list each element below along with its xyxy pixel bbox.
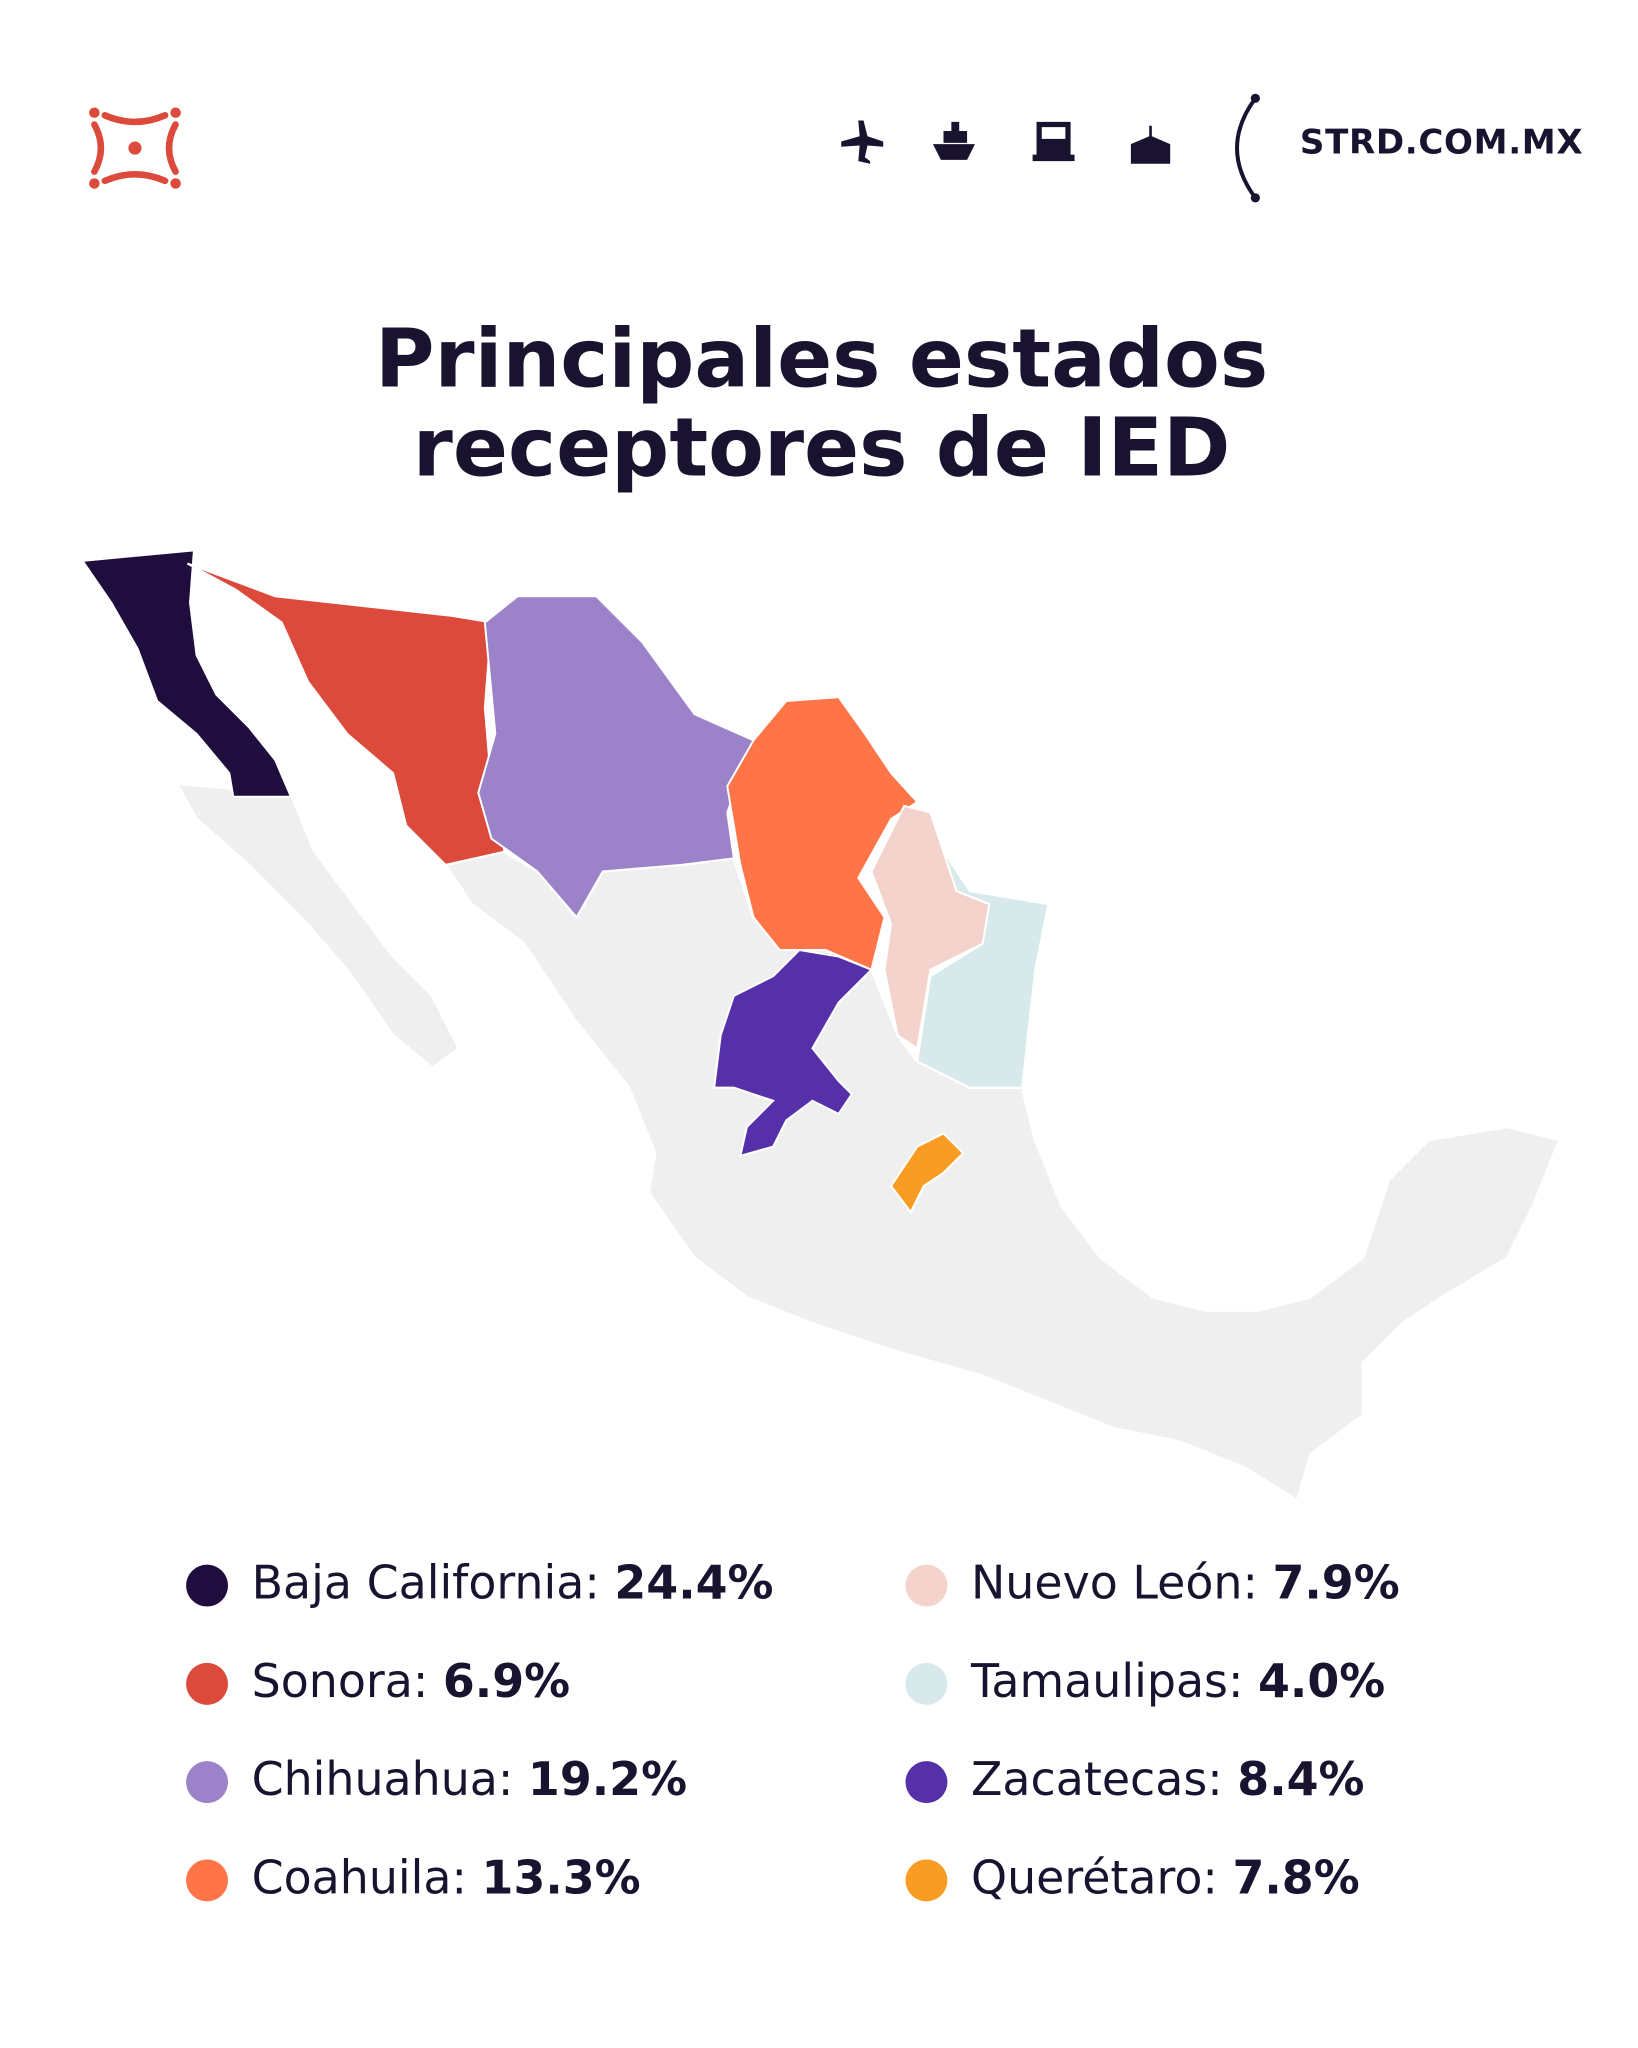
legend-space [467, 1850, 482, 1904]
highlighted-states [80, 549, 1050, 1214]
state-region [889, 1132, 965, 1214]
legend-space [600, 1555, 615, 1609]
legend-space [1258, 1555, 1273, 1609]
logo-dot [89, 178, 100, 189]
legend-value: 6.9% [443, 1653, 570, 1707]
legend-label: Querétaro: 7.8% [971, 1850, 1360, 1904]
legend-label: Coahuila: 13.3% [252, 1850, 641, 1904]
legend-swatch [905, 1564, 948, 1607]
legend-swatch [186, 1761, 229, 1804]
canvas: STRD.COM.MX Principales estados receptor… [80, 93, 1583, 1904]
legend-value: 24.4% [614, 1555, 773, 1609]
logo-dot [89, 107, 100, 118]
truck-window [1041, 127, 1066, 139]
legend-label: Chihuahua: 19.2% [252, 1752, 687, 1806]
legend-space [513, 1752, 528, 1806]
legend-label: Zacatecas: 8.4% [971, 1752, 1364, 1806]
bracket [1235, 97, 1257, 200]
legend-value: 7.9% [1272, 1555, 1399, 1609]
legend-swatch [186, 1564, 229, 1607]
legend-space [1223, 1752, 1238, 1806]
legend-name: Chihuahua: [252, 1752, 514, 1806]
bracket-dot [1250, 193, 1260, 203]
legend-swatch [186, 1662, 229, 1705]
legend-label: Baja California: 24.4% [252, 1555, 774, 1609]
state-region [726, 696, 919, 972]
legend-value: 8.4% [1237, 1752, 1364, 1806]
site-url[interactable]: STRD.COM.MX [1300, 122, 1583, 162]
state-region [477, 595, 755, 919]
logo-arc [101, 171, 169, 185]
legend-label: Sonora: 6.9% [252, 1653, 570, 1707]
state-region [916, 812, 1050, 1089]
legend: Baja California: 24.4% Sonora: 6.9% Chihua… [186, 1555, 1400, 1904]
title-line: receptores de IED [413, 402, 1231, 496]
legend-name: Baja California: [252, 1555, 600, 1609]
logo-dot [170, 107, 181, 118]
ship-icon [933, 121, 975, 160]
legend-value: 4.0% [1258, 1653, 1385, 1707]
logo-arc [91, 121, 105, 175]
legend-name: Tamaulipas: [970, 1653, 1243, 1707]
legend-space [1243, 1653, 1258, 1707]
state-region [186, 562, 506, 866]
legend-value: 13.3% [482, 1850, 641, 1904]
legend-swatch [905, 1662, 948, 1705]
legend-swatch [905, 1761, 948, 1804]
container-icon [1130, 125, 1171, 164]
icons [841, 120, 1171, 164]
state-region [713, 948, 874, 1158]
state-region [870, 804, 991, 1050]
logo-dot [170, 178, 181, 189]
legend-name: Zacatecas: [971, 1752, 1223, 1806]
logo-arc [101, 112, 169, 126]
logo-dot [128, 141, 142, 155]
title-line: Principales estados [375, 313, 1268, 407]
legend-name: Querétaro: [971, 1850, 1218, 1904]
plane-icon [841, 120, 884, 164]
base-map [174, 782, 1562, 1503]
legend-space [1218, 1850, 1233, 1904]
legend-space [428, 1653, 443, 1707]
baja-sur [174, 782, 461, 1070]
legend-name: Sonora: [252, 1653, 429, 1707]
logo [89, 107, 181, 189]
bracket-dot [1250, 93, 1260, 103]
legend-name: Coahuila: [252, 1850, 467, 1904]
legend-name: Nuevo León: [971, 1555, 1258, 1609]
legend-swatch [905, 1859, 948, 1902]
legend-value: 19.2% [528, 1752, 687, 1806]
legend-label: Tamaulipas: 4.0% [970, 1653, 1385, 1707]
legend-value: 7.8% [1232, 1850, 1359, 1904]
state-region [80, 549, 293, 798]
legend-label: Nuevo León: 7.9% [971, 1555, 1400, 1609]
logo-arc [165, 121, 179, 175]
legend-swatch [186, 1859, 229, 1902]
